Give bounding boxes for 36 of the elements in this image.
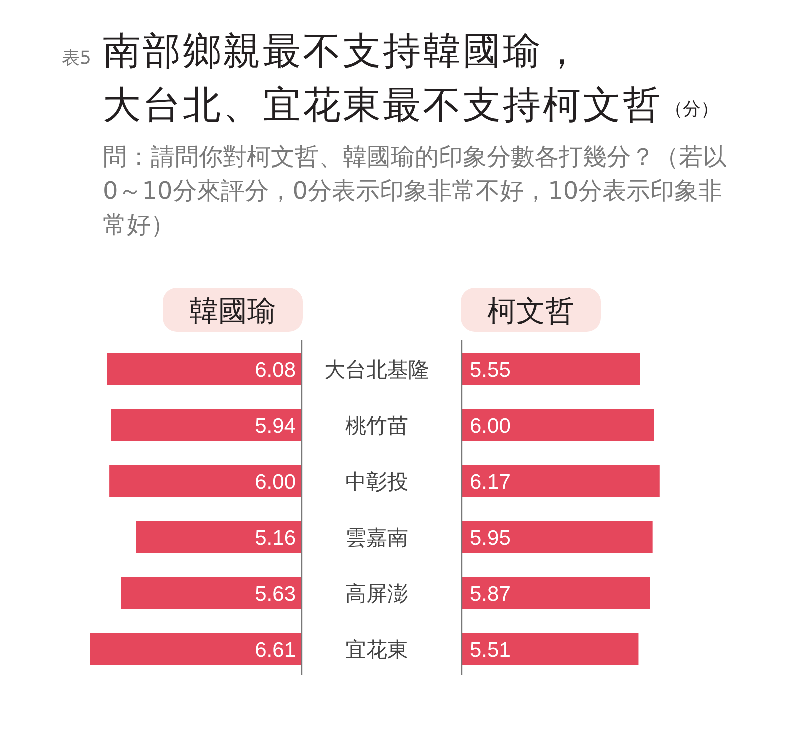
- data-label: 5.95: [470, 527, 511, 550]
- bar: [462, 465, 660, 497]
- chart-title: 柯文哲: [488, 294, 574, 328]
- data-label: 5.63: [255, 583, 296, 606]
- text: 表5: [62, 47, 92, 70]
- data-label: 6.17: [470, 471, 511, 494]
- bar: [121, 577, 302, 609]
- y-tick-label: 大台北基隆: [324, 358, 430, 382]
- data-label: 5.87: [470, 583, 511, 606]
- bar: [462, 521, 653, 553]
- data-label: 6.61: [255, 639, 296, 662]
- y-tick-label: 雲嘉南: [346, 526, 408, 550]
- bar: [110, 465, 302, 497]
- data-label: 6.00: [255, 471, 296, 494]
- data-label: 6.08: [255, 359, 296, 382]
- text: 問：請問你對柯文哲、韓國瑜的印象分數各打幾分？（若以0～10分來評分，0分表示印象非常不好，10分表示印象非常好）: [103, 142, 728, 241]
- data-label: 6.00: [470, 415, 511, 438]
- bar: [462, 633, 639, 665]
- data-label: 5.94: [255, 415, 296, 438]
- bar: [111, 409, 302, 441]
- data-label: 5.16: [255, 527, 296, 550]
- bar: [462, 409, 654, 441]
- bar: [462, 353, 640, 385]
- data-label: 5.51: [470, 639, 511, 662]
- bar: [90, 633, 302, 665]
- bar: [462, 577, 650, 609]
- bar: [136, 521, 302, 553]
- y-tick-label: 高屏澎: [346, 582, 408, 606]
- y-tick-label: 桃竹苗: [346, 414, 408, 438]
- y-tick-label: 宜花東: [346, 638, 408, 662]
- y-tick-label: 中彰投: [346, 470, 408, 494]
- data-label: 5.55: [470, 359, 511, 382]
- text: （分）: [665, 98, 719, 121]
- bar: [107, 353, 302, 385]
- text: 南部鄉親最不支持韓國瑜，大台北、宜花東最不支持柯文哲: [103, 29, 663, 127]
- chart-title: 韓國瑜: [190, 294, 276, 328]
